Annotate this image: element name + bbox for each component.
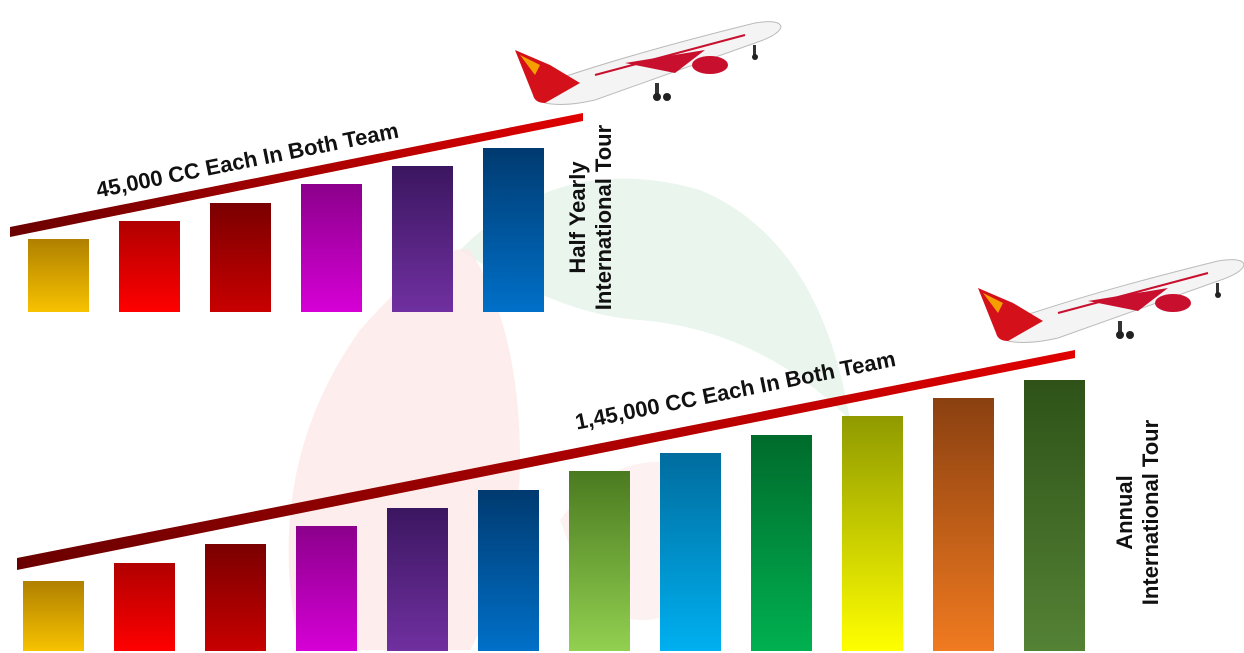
top-bar-1: [28, 239, 89, 312]
top-bar-5: [392, 166, 453, 312]
bottom-bar-5: [387, 507, 448, 651]
top-side-label-line2: International Tour: [591, 124, 616, 311]
top-side-label-line1: Half Yearly: [565, 161, 590, 274]
top-bar-6: [483, 148, 544, 312]
bottom-bar-9: [751, 434, 812, 651]
bottom-bar-8: [660, 452, 721, 651]
top-bar-4: [301, 184, 362, 312]
bottom-side-label-line2: International Tour: [1138, 419, 1163, 606]
bottom-bar-7: [569, 471, 630, 651]
bottom-bar-12: [1024, 379, 1085, 651]
bottom-bar-10: [842, 416, 903, 651]
bottom-side-label: Annual International Tour: [1112, 400, 1164, 625]
bottom-bar-3: [205, 544, 266, 651]
bottom-bar-11: [933, 398, 994, 651]
bottom-bar-4: [296, 526, 357, 651]
bottom-bar-2: [114, 562, 175, 651]
bottom-side-label-line1: Annual: [1112, 475, 1137, 550]
top-bar-3: [210, 202, 271, 312]
bottom-bar-6: [478, 489, 539, 651]
top-bar-2: [119, 220, 180, 312]
airplane-icon: [515, 21, 782, 105]
top-side-label: Half Yearly International Tour: [565, 110, 617, 325]
airplane-icon: [978, 259, 1244, 343]
bottom-bar-1: [23, 581, 84, 651]
